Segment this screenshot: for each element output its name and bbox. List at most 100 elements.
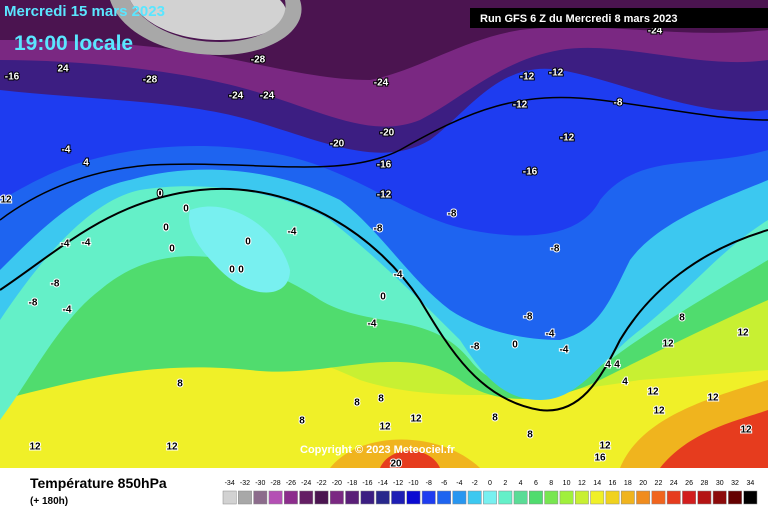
map-label: -4 — [62, 145, 71, 156]
map-label: -20 — [380, 128, 395, 139]
map-label: 12 — [0, 195, 12, 206]
legend-swatch — [253, 490, 268, 505]
legend-label: -26 — [286, 480, 296, 487]
legend-label: -10 — [408, 480, 418, 487]
map-label: 0 — [163, 223, 169, 234]
legend-swatch — [651, 490, 666, 505]
map-label: 4 — [614, 360, 620, 371]
map-label: -12 — [513, 100, 528, 111]
legend-label: -32 — [240, 480, 250, 487]
legend-swatch — [620, 490, 635, 505]
legend-swatch — [268, 490, 283, 505]
map-label: 8 — [492, 413, 498, 424]
map-label: 12 — [653, 406, 665, 417]
map-label: -8 — [51, 279, 60, 290]
legend-swatch — [605, 490, 620, 505]
map-label: -8 — [471, 342, 480, 353]
footer-subtitle: (+ 180h) — [30, 496, 68, 507]
map-label: 12 — [29, 442, 41, 453]
map-label: -28 — [251, 55, 266, 66]
legend-swatch — [498, 490, 513, 505]
map-label: 0 — [183, 204, 189, 215]
legend-swatch — [391, 490, 406, 505]
map-label: 0 — [157, 189, 163, 200]
legend-label: 34 — [746, 480, 754, 487]
legend-swatch — [222, 490, 237, 505]
map-label: 0 — [380, 292, 386, 303]
legend-swatch — [406, 490, 421, 505]
map-label: 8 — [679, 313, 685, 324]
map-label: -24 — [374, 78, 389, 89]
legend-label: -20 — [332, 480, 342, 487]
legend-swatch — [513, 490, 528, 505]
map-label: -4 — [61, 239, 70, 250]
map-label: 16 — [594, 453, 606, 464]
map-label: 8 — [354, 398, 360, 409]
legend-label: -14 — [378, 480, 388, 487]
legend-swatch — [682, 490, 696, 505]
legend-swatch — [666, 490, 681, 505]
legend-swatch — [314, 490, 329, 505]
legend-swatch — [590, 490, 605, 505]
legend-label: 24 — [670, 480, 678, 487]
map-label: 12 — [662, 339, 674, 350]
map-label: -4 — [82, 238, 91, 249]
legend-label: 16 — [609, 480, 617, 487]
time: 19:00 locale — [14, 32, 133, 55]
legend-swatch — [712, 490, 727, 505]
map-label: 0 — [229, 265, 235, 276]
map-label: 12 — [410, 414, 422, 425]
legend-swatch — [299, 490, 314, 505]
legend-label: -2 — [472, 480, 478, 487]
map-label: -4 — [560, 345, 569, 356]
map-label: 4 — [622, 377, 628, 388]
map-label: 24 — [57, 64, 69, 75]
legend-label: -6 — [441, 480, 447, 487]
map-label: 12 — [647, 387, 659, 398]
legend-swatch — [329, 490, 344, 505]
map-label: -8 — [551, 244, 560, 255]
map-label: 0 — [512, 340, 518, 351]
map-label: 8 — [177, 379, 183, 390]
legend-label: -30 — [255, 480, 265, 487]
legend-label: -18 — [347, 480, 357, 487]
legend-swatch — [636, 490, 651, 505]
legend-label: 20 — [639, 480, 647, 487]
map-label: 4 — [605, 360, 611, 371]
map-label: -16 — [5, 72, 20, 83]
map-label: -16 — [523, 167, 538, 178]
legend-swatch — [544, 490, 559, 505]
map-label: -4 — [546, 329, 555, 340]
legend-swatch — [452, 490, 467, 505]
map-label: 12 — [707, 393, 719, 404]
map-label: -12 — [520, 72, 535, 83]
legend-swatch — [483, 490, 497, 505]
legend-label: -34 — [225, 480, 235, 487]
date: Mercredi 15 mars 2023 — [4, 3, 165, 20]
legend-label: 14 — [593, 480, 601, 487]
legend-label: -28 — [271, 480, 281, 487]
legend-swatch — [360, 490, 375, 505]
legend-label: 28 — [701, 480, 709, 487]
map-label: -8 — [524, 312, 533, 323]
map-label: -8 — [374, 224, 383, 235]
map-label: -8 — [614, 98, 623, 109]
legend-label: -24 — [301, 480, 311, 487]
legend-label: 2 — [503, 480, 507, 487]
map-background — [0, 0, 768, 468]
run: Run GFS 6 Z du Mercredi 8 mars 2023 — [480, 13, 677, 25]
map-label: -4 — [288, 227, 297, 238]
legend-label: -16 — [362, 480, 372, 487]
legend-label: 18 — [624, 480, 632, 487]
footer — [0, 468, 768, 512]
legend-label: 12 — [578, 480, 586, 487]
legend-swatch — [467, 490, 482, 505]
run-box — [470, 8, 768, 28]
map-label: -24 — [229, 91, 244, 102]
map-label: -12 — [377, 190, 392, 201]
map-label: -12 — [549, 68, 564, 79]
map-label: 12 — [737, 328, 749, 339]
